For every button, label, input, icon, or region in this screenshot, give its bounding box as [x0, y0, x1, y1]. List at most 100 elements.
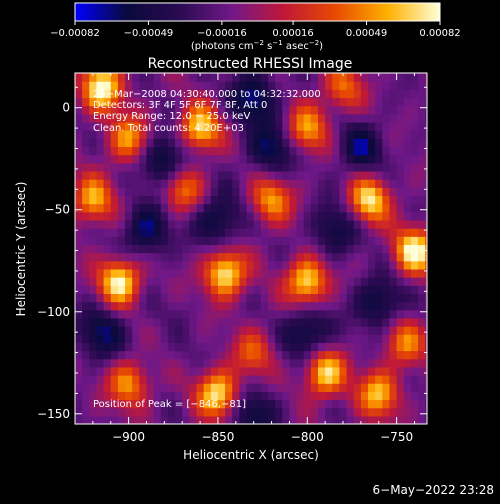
- heatmap-cell: [282, 162, 291, 172]
- heatmap-cell: [260, 146, 269, 156]
- y-tick-label: −150: [37, 407, 70, 421]
- heatmap-cell: [425, 195, 427, 205]
- heatmap-cell: [403, 121, 412, 131]
- heatmap-cell: [232, 317, 240, 327]
- heatmap-cell: [275, 219, 283, 229]
- heatmap-cell: [382, 252, 391, 262]
- heatmap-cell: [310, 301, 319, 311]
- heatmap-cell: [217, 179, 226, 188]
- heatmap-cell: [375, 121, 383, 131]
- heatmap-cell: [260, 219, 269, 229]
- heatmap-cell: [303, 130, 312, 139]
- heatmap-cell: [339, 73, 348, 82]
- heatmap-cell: [389, 260, 398, 270]
- heatmap-cell: [339, 301, 348, 311]
- heatmap-cell: [203, 252, 212, 262]
- heatmap-cell: [410, 252, 419, 262]
- heatmap-cell: [132, 105, 140, 115]
- heatmap-cell: [346, 317, 355, 327]
- heatmap-cell: [289, 260, 298, 270]
- heatmap-cell: [225, 130, 233, 139]
- heatmap-cell: [160, 260, 169, 270]
- heatmap-cell: [139, 162, 148, 172]
- heatmap-cell: [418, 326, 426, 335]
- heatmap-cell: [96, 228, 105, 237]
- footer-timestamp: 6−May−2022 23:28: [373, 483, 495, 497]
- heatmap-cell: [246, 236, 255, 246]
- heatmap-cell: [418, 138, 426, 148]
- heatmap-cell: [275, 383, 283, 392]
- heatmap-cell: [389, 375, 398, 384]
- heatmap-cell: [196, 285, 205, 294]
- heatmap-cell: [346, 407, 355, 417]
- heatmap-cell: [318, 73, 326, 82]
- heatmap-cell: [203, 97, 212, 107]
- heatmap-cell: [246, 350, 255, 360]
- heatmap-cell: [275, 97, 283, 107]
- heatmap-cell: [403, 277, 412, 286]
- heatmap-cell: [368, 138, 376, 148]
- heatmap-cell: [146, 162, 155, 172]
- heatmap-cell: [339, 130, 348, 139]
- heatmap-cell: [310, 73, 319, 82]
- heatmap-cell: [332, 252, 341, 262]
- heatmap-cell: [303, 260, 312, 270]
- heatmap-cell: [146, 301, 155, 311]
- heatmap-cell: [96, 383, 105, 392]
- heatmap-cell: [217, 383, 226, 392]
- heatmap-cell: [310, 179, 319, 188]
- heatmap-cell: [396, 260, 405, 270]
- heatmap-cell: [289, 407, 298, 417]
- heatmap-cell: [96, 179, 105, 188]
- heatmap-cell: [153, 170, 162, 180]
- heatmap-cell: [260, 326, 269, 335]
- colorbar-tick-label: 0.00049: [346, 28, 387, 39]
- heatmap-cell: [232, 342, 240, 352]
- heatmap-cell: [82, 334, 90, 343]
- heatmap-cell: [217, 407, 226, 417]
- heatmap-cell: [210, 154, 219, 164]
- heatmap-cell: [275, 236, 283, 246]
- heatmap-cell: [203, 301, 212, 311]
- heatmap-cell: [246, 277, 255, 286]
- heatmap-cell: [375, 228, 383, 237]
- heatmap-cell: [239, 293, 248, 303]
- heatmap-cell: [353, 179, 362, 188]
- heatmap-cell: [325, 317, 333, 327]
- heatmap-cell: [267, 138, 276, 148]
- heatmap-cell: [303, 236, 312, 246]
- heatmap-cell: [103, 317, 112, 327]
- heatmap-cell: [382, 236, 391, 246]
- heatmap-cell: [346, 211, 355, 221]
- heatmap-cell: [175, 146, 183, 156]
- heatmap-cell: [210, 146, 219, 156]
- heatmap-cell: [139, 399, 148, 409]
- heatmap-cell: [260, 350, 269, 360]
- heatmap-cell: [332, 391, 341, 401]
- heatmap-cell: [310, 375, 319, 384]
- heatmap-cell: [425, 383, 427, 392]
- heatmap-cell: [139, 73, 148, 82]
- heatmap-cell: [389, 342, 398, 352]
- heatmap-cell: [375, 268, 383, 278]
- heatmap-cell: [167, 309, 176, 319]
- heatmap-cell: [253, 301, 262, 311]
- heatmap-cell: [239, 179, 248, 188]
- heatmap-cell: [318, 342, 326, 352]
- heatmap-cell: [239, 391, 248, 401]
- heatmap-cell: [353, 317, 362, 327]
- heatmap-cell: [225, 244, 233, 254]
- heatmap-cell: [375, 179, 383, 188]
- heatmap-cell: [382, 244, 391, 254]
- heatmap-cell: [260, 97, 269, 107]
- heatmap-cell: [360, 334, 369, 343]
- heatmap-cell: [267, 179, 276, 188]
- heatmap-cell: [368, 113, 376, 123]
- heatmap-cell: [310, 121, 319, 131]
- heatmap-cell: [396, 219, 405, 229]
- heatmap-cell: [296, 236, 305, 246]
- heatmap-cell: [203, 113, 212, 123]
- heatmap-cell: [232, 285, 240, 294]
- heatmap-cell: [203, 138, 212, 148]
- heatmap-cell: [303, 293, 312, 303]
